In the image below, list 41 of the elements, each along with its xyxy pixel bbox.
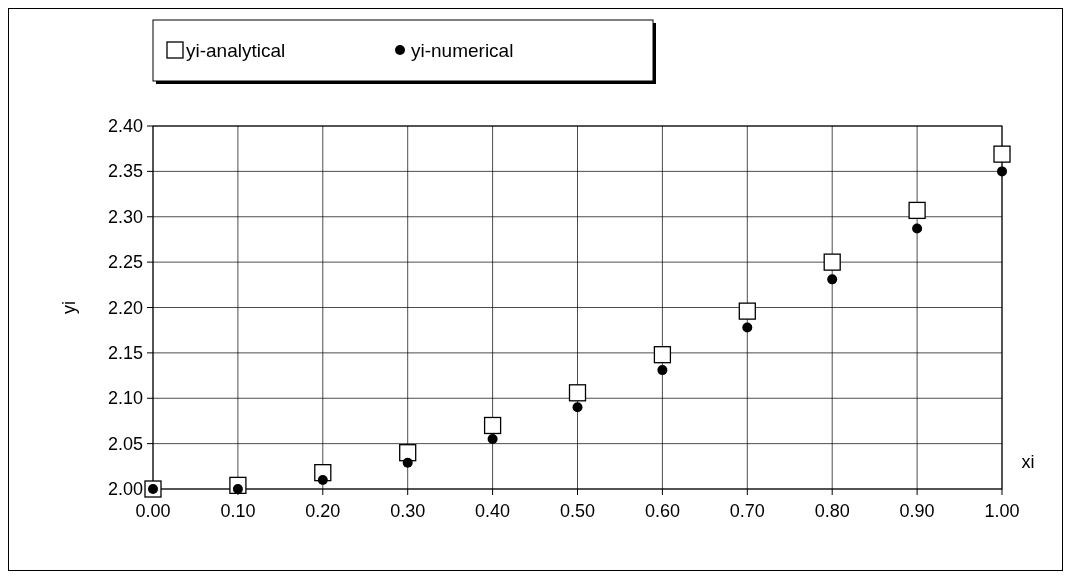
point (568, 384, 587, 402)
point (993, 145, 1011, 163)
y-tick-label: 2.40 (107, 116, 143, 136)
x-tick-label: 0.40 (475, 501, 511, 521)
point (402, 457, 413, 468)
point (997, 166, 1007, 177)
point (823, 253, 841, 271)
x-tick-label: 1.00 (984, 501, 1020, 521)
x-tick-label: 0.30 (390, 501, 426, 521)
x-tick-label: 0.90 (899, 501, 935, 521)
point (827, 274, 838, 285)
y-tick-label: 2.15 (107, 342, 143, 363)
point (908, 201, 926, 220)
y-tick-label: 2.10 (107, 388, 143, 409)
y-axis-title: yi (59, 301, 79, 314)
y-tick-label: 2.25 (107, 252, 143, 273)
point (742, 322, 753, 333)
x-tick-label: 0.70 (729, 501, 765, 521)
legend-label: yi-analytical (186, 40, 286, 61)
y-tick-label: 2.00 (107, 479, 143, 499)
y-tick-label: 2.20 (107, 297, 143, 318)
point (483, 416, 502, 435)
y-tick-label: 2.35 (107, 161, 143, 182)
x-tick-label: 0.20 (305, 501, 341, 521)
x-axis-title: xi (1021, 451, 1035, 472)
x-tick-label: 0.60 (644, 501, 680, 521)
point (657, 365, 668, 376)
x-tick-label: 0.00 (135, 501, 171, 521)
point (399, 444, 417, 462)
point (653, 346, 672, 364)
x-tick-label: 0.50 (559, 501, 596, 521)
point (912, 223, 923, 234)
x-tick-label: 0.10 (220, 501, 256, 521)
point (487, 434, 498, 445)
y-tick-label: 2.05 (107, 433, 143, 454)
point (738, 302, 756, 320)
y-tick-label: 2.30 (107, 206, 143, 227)
point (572, 402, 583, 413)
legend-label: yi-numerical (411, 40, 514, 61)
x-tick-label: 0.80 (814, 501, 850, 521)
point (317, 474, 328, 485)
